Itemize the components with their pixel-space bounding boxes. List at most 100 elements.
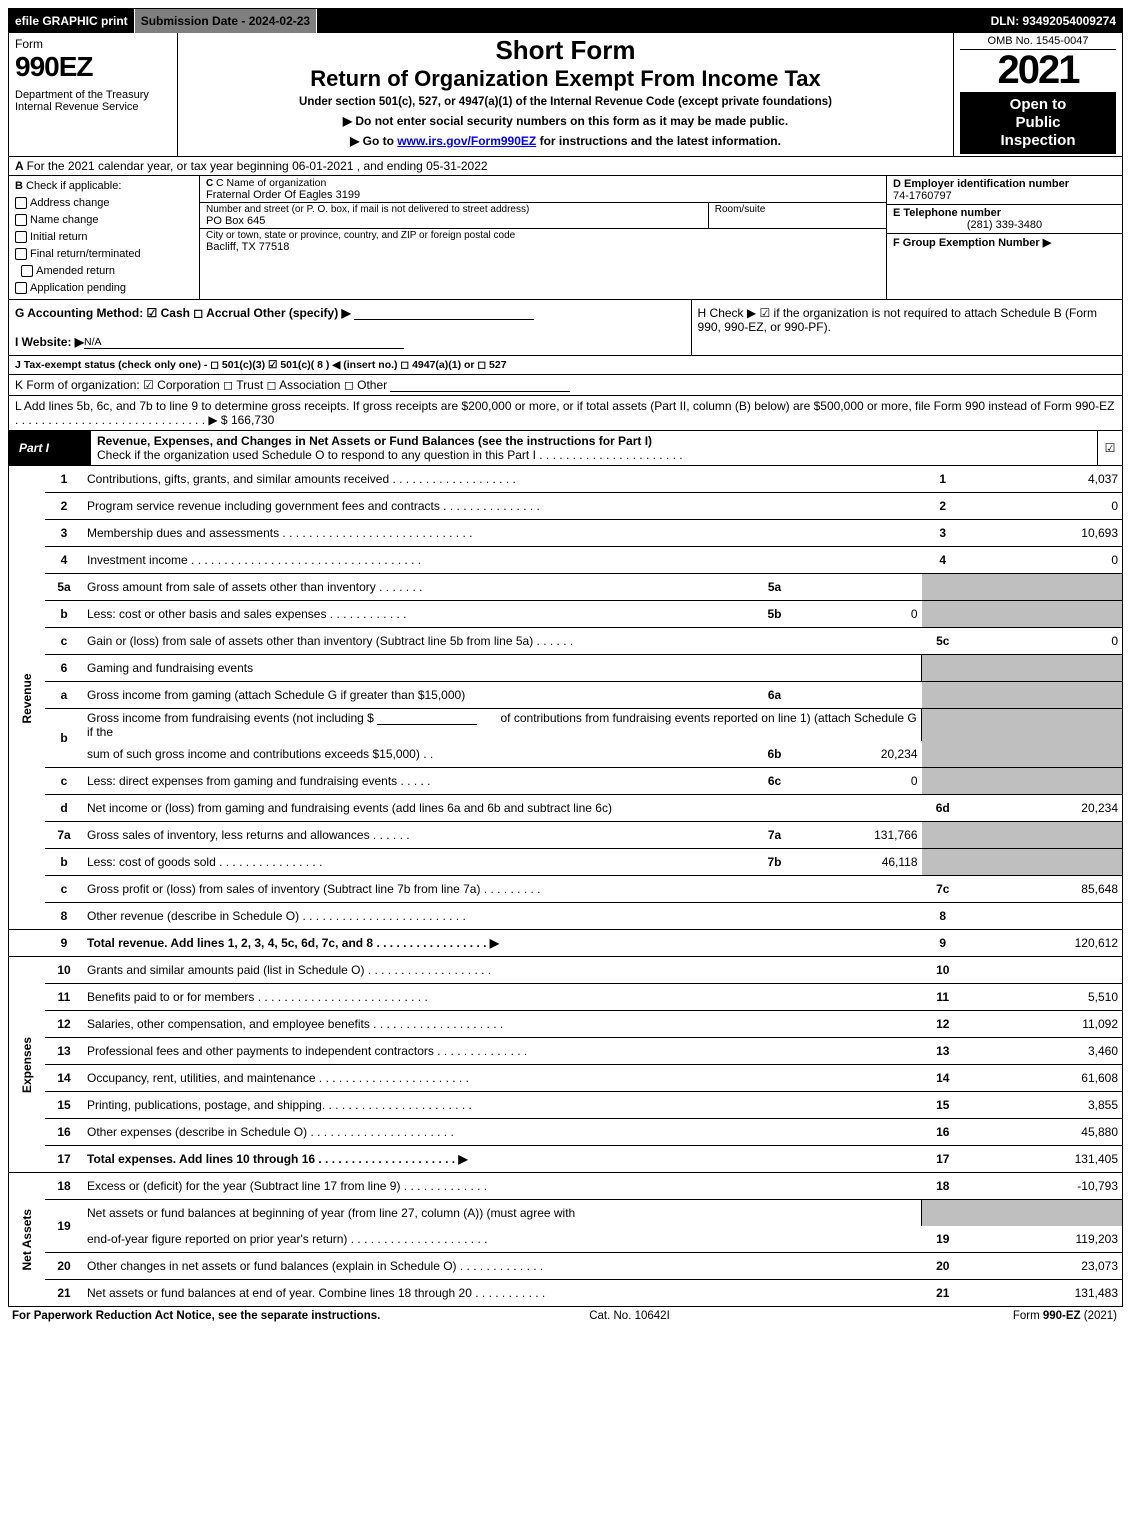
nc-10: 10 (922, 957, 965, 984)
topbar-spacer (317, 9, 984, 33)
k-other-blank[interactable] (390, 391, 570, 392)
v-12: 11,092 (964, 1011, 1122, 1038)
d-14: Occupancy, rent, utilities, and maintena… (83, 1065, 922, 1092)
form-number: 990EZ (15, 51, 171, 83)
form-990ez-page: efile GRAPHIC print Submission Date - 20… (8, 8, 1123, 1307)
blank-6b[interactable] (377, 724, 477, 725)
city-value: Bacliff, TX 77518 (206, 241, 880, 253)
efile-print-label[interactable]: efile GRAPHIC print (9, 9, 135, 33)
chk-application-pending[interactable] (15, 282, 27, 294)
ln-6d: d (45, 795, 83, 822)
ln-17: 17 (45, 1146, 83, 1173)
ln-9: 9 (45, 930, 83, 957)
sn-5a: 5a (756, 574, 794, 601)
nc-11: 11 (922, 984, 965, 1011)
expenses-label: Expenses (9, 957, 45, 1173)
row-l: L Add lines 5b, 6c, and 7b to line 9 to … (9, 396, 1122, 431)
chk-initial-return[interactable] (15, 231, 27, 243)
footer-paperwork: For Paperwork Reduction Act Notice, see … (12, 1310, 467, 1322)
part-i-checkbox[interactable]: ☑ (1097, 431, 1122, 465)
footer-form-post: (2021) (1081, 1310, 1117, 1322)
d-7a: Gross sales of inventory, less returns a… (83, 822, 756, 849)
ln-10: 10 (45, 957, 83, 984)
form-word: Form (15, 37, 171, 51)
part-i-title: Revenue, Expenses, and Changes in Net As… (91, 431, 1097, 465)
ln-8: 8 (45, 903, 83, 930)
col-de: D Employer identification number 74-1760… (886, 176, 1122, 299)
sn-7a: 7a (756, 822, 794, 849)
line-a-text: For the 2021 calendar year, or tax year … (27, 159, 488, 173)
part-i-tab: Part I (9, 431, 91, 465)
nc-12: 12 (922, 1011, 965, 1038)
h-line: H Check ▶ ☑ if the organization is not r… (698, 306, 1098, 334)
row-gh: G Accounting Method: ☑ Cash ◻ Accrual Ot… (9, 300, 1122, 356)
lbl-initial-return: Initial return (30, 231, 87, 243)
d-18: Excess or (deficit) for the year (Subtra… (83, 1173, 922, 1200)
ln-6b: b (45, 709, 83, 768)
ln-20: 20 (45, 1253, 83, 1280)
d-6: Gaming and fundraising events (83, 655, 922, 682)
v-21: 131,483 (964, 1280, 1122, 1307)
part-i-header: Part I Revenue, Expenses, and Changes in… (9, 431, 1122, 466)
d-13: Professional fees and other payments to … (83, 1038, 922, 1065)
open-line1: Open to (1010, 96, 1067, 113)
g-line: G Accounting Method: ☑ Cash ◻ Accrual Ot… (15, 306, 351, 320)
irs-link[interactable]: www.irs.gov/Form990EZ (397, 134, 536, 148)
ln-7a: 7a (45, 822, 83, 849)
v-16: 45,880 (964, 1119, 1122, 1146)
d-value: 74-1760797 (893, 190, 952, 202)
lbl-application-pending: Application pending (30, 282, 126, 294)
sn-6c: 6c (756, 768, 794, 795)
lbl-address-change: Address change (30, 197, 110, 209)
city-label: City or town, state or province, country… (206, 230, 880, 241)
chk-name-change[interactable] (15, 214, 27, 226)
goto-prefix: ▶ Go to (350, 134, 397, 148)
open-to-public-box: Open to Public Inspection (960, 92, 1116, 154)
g-other-blank[interactable] (354, 319, 534, 320)
v-6a-shade (964, 682, 1122, 709)
header-left: Form 990EZ Department of the Treasury In… (9, 33, 178, 156)
i-label: I Website: ▶ (15, 335, 84, 349)
nc-6d: 6d (922, 795, 965, 822)
v-2: 0 (964, 493, 1122, 520)
gh-left: G Accounting Method: ☑ Cash ◻ Accrual Ot… (9, 300, 691, 355)
row-k: K Form of organization: ☑ Corporation ◻ … (9, 375, 1122, 396)
ln-12: 12 (45, 1011, 83, 1038)
d-6a: Gross income from gaming (attach Schedul… (83, 682, 756, 709)
lbl-name-change: Name change (30, 214, 99, 226)
sv-6c: 0 (794, 768, 922, 795)
lbl-amended-return: Amended return (36, 265, 115, 277)
nc-18: 18 (922, 1173, 965, 1200)
v-6d: 20,234 (964, 795, 1122, 822)
footer-catno: Cat. No. 10642I (467, 1310, 792, 1322)
col-b-title: Check if applicable: (26, 180, 121, 192)
chk-final-return[interactable] (15, 248, 27, 260)
v-1: 4,037 (964, 466, 1122, 493)
footer-formref: Form 990-EZ (2021) (792, 1310, 1117, 1322)
chk-amended-return[interactable] (21, 265, 33, 277)
chk-address-change[interactable] (15, 197, 27, 209)
ln-18: 18 (45, 1173, 83, 1200)
d-8: Other revenue (describe in Schedule O) .… (83, 903, 922, 930)
nc-20: 20 (922, 1253, 965, 1280)
gh-right: H Check ▶ ☑ if the organization is not r… (691, 300, 1122, 355)
i-value: N/A (84, 336, 102, 348)
nc-15: 15 (922, 1092, 965, 1119)
nc-5a-shade (922, 574, 965, 601)
lbl-final-return: Final return/terminated (30, 248, 141, 260)
sv-7a: 131,766 (794, 822, 922, 849)
title-return: Return of Organization Exempt From Incom… (184, 66, 947, 92)
ln-16: 16 (45, 1119, 83, 1146)
e-value: (281) 339-3480 (893, 219, 1116, 231)
nc-3: 3 (922, 520, 965, 547)
v-7b-shade (964, 849, 1122, 876)
d-6b-1: Gross income from fundraising events (no… (87, 711, 374, 725)
v-19: 119,203 (964, 1226, 1122, 1253)
v-6b-shade (964, 709, 1122, 768)
row-j: J Tax-exempt status (check only one) - ◻… (9, 356, 1122, 375)
d-6b-3: sum of such gross income and contributio… (83, 741, 756, 768)
header-note-ssn: ▶ Do not enter social security numbers o… (184, 114, 947, 128)
v-5a-shade (964, 574, 1122, 601)
d-7c: Gross profit or (loss) from sales of inv… (83, 876, 922, 903)
ln-3: 3 (45, 520, 83, 547)
